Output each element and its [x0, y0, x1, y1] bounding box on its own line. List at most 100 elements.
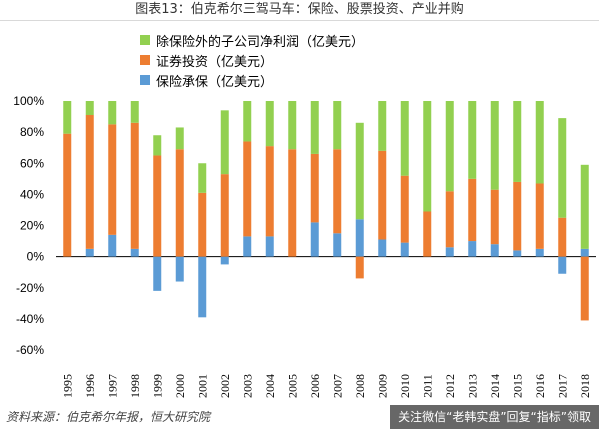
bar-segment	[63, 101, 72, 134]
bar-segment	[378, 150, 387, 240]
bar-segment	[85, 115, 94, 249]
bar-segment	[558, 256, 567, 274]
bar-segment	[333, 149, 342, 234]
bar-segment	[63, 133, 72, 257]
bar-segment	[490, 244, 499, 257]
bar-segment	[423, 101, 432, 212]
bar-segment	[355, 122, 364, 220]
legend-label: 保险承保（亿美元）	[156, 74, 274, 90]
bar-segment	[355, 256, 364, 279]
bar-segment	[445, 247, 454, 257]
bar-segment	[220, 256, 229, 265]
x-tick-label: 2004	[263, 374, 277, 398]
bar-segment	[310, 222, 319, 257]
bar-segment	[558, 217, 567, 257]
bar-segment	[378, 101, 387, 151]
legend-swatch-blue	[140, 75, 150, 85]
x-tick-label: 1997	[105, 374, 119, 398]
x-tick-label: 2018	[578, 374, 592, 398]
bar-segment	[535, 248, 544, 257]
x-tick-label: 2008	[353, 374, 367, 398]
legend-label: 除保险外的子公司净利润（亿美元）	[156, 34, 365, 50]
bar-segment	[153, 135, 162, 156]
bar-segment	[175, 256, 184, 282]
x-tick-label: 2016	[533, 374, 547, 398]
x-tick-label: 2003	[240, 374, 254, 398]
legend-item-securities: 证券投资（亿美元）	[140, 50, 364, 70]
bar-segment	[108, 124, 117, 235]
legend-item-underwriting: 保险承保（亿美元）	[140, 70, 364, 90]
x-tick-label: 2000	[173, 374, 187, 398]
y-tick-label: -20%	[16, 281, 44, 295]
bar-segment	[513, 101, 522, 182]
bar-segment	[243, 141, 252, 237]
footer: 资料来源：伯克希尔年报，恒大研究院 关注微信“老韩实盘”回复“指标”领取	[0, 405, 599, 429]
bar-segment	[333, 233, 342, 257]
bar-segment	[198, 192, 207, 257]
y-tick-label: 20%	[20, 219, 44, 233]
bar-segment	[130, 122, 139, 249]
bar-segment	[468, 101, 477, 179]
y-tick-label: 100%	[13, 94, 44, 108]
bar-segment	[580, 256, 589, 321]
bar-segment	[265, 146, 274, 237]
x-tick-label: 2011	[420, 374, 434, 398]
y-tick-label: 0%	[27, 250, 45, 264]
bar-segment	[513, 250, 522, 257]
x-tick-label: 2015	[510, 374, 524, 398]
y-tick-label: 60%	[20, 156, 44, 170]
x-tick-label: 2002	[218, 374, 232, 398]
x-tick-label: 2012	[443, 374, 457, 398]
x-tick-label: 1998	[128, 374, 142, 398]
bar-segment	[513, 181, 522, 251]
bar-segment	[468, 178, 477, 242]
bar-segment	[265, 236, 274, 257]
bar-segment	[490, 189, 499, 245]
y-tick-label: 40%	[20, 187, 44, 201]
bar-segment	[220, 110, 229, 175]
bar-segment	[288, 149, 297, 257]
bar-segment	[490, 101, 499, 190]
bar-segment	[243, 101, 252, 142]
x-tick-label: 2006	[308, 374, 322, 398]
bar-segment	[243, 236, 252, 257]
bar-segment	[400, 175, 409, 243]
bar-segment	[175, 127, 184, 150]
bar-segment	[423, 211, 432, 257]
legend-item-subsidiaries: 除保险外的子公司净利润（亿美元）	[140, 30, 364, 50]
x-tick-label: 1996	[83, 374, 97, 398]
stacked-bar-chart: 100% 80% 60% 40% 20% 0% -20% -40% -60% 1995 1996 19…	[13, 94, 596, 398]
source-note: 资料来源：伯克希尔年报，恒大研究院	[6, 410, 211, 424]
bar-segment	[558, 118, 567, 218]
bar-segment	[153, 256, 162, 291]
legend-swatch-green	[140, 35, 150, 45]
bar-segment	[400, 101, 409, 176]
x-tick-label: 2010	[398, 374, 412, 398]
chart-title: 图表13：伯克希尔三驾马车：保险、股票投资、产业并购	[0, 0, 599, 21]
x-tick-label: 2007	[330, 374, 344, 398]
bar-segment	[130, 248, 139, 257]
y-tick-label: -40%	[16, 312, 44, 326]
bar-segment	[400, 242, 409, 257]
x-tick-label: 2014	[488, 374, 502, 398]
bar-segment	[198, 163, 207, 193]
bar-segment	[198, 256, 207, 318]
bar-segment	[445, 101, 454, 192]
x-tick-label: 2017	[555, 374, 569, 398]
bar-segment	[220, 174, 229, 257]
bar-segment	[580, 248, 589, 257]
bar-segment	[108, 101, 117, 125]
x-tick-label: 2009	[375, 374, 389, 398]
bar-segment	[288, 101, 297, 150]
bar-segment	[108, 234, 117, 257]
bar-segment	[468, 241, 477, 257]
legend: 除保险外的子公司净利润（亿美元） 证券投资（亿美元） 保险承保（亿美元）	[140, 30, 364, 90]
x-tick-label: 1999	[150, 374, 164, 398]
legend-label: 证券投资（亿美元）	[156, 54, 274, 70]
y-tick-label: 80%	[20, 125, 44, 139]
bar-segment	[85, 101, 94, 116]
bar-segment	[378, 239, 387, 257]
bar-segment	[580, 164, 589, 249]
promo-banner: 关注微信“老韩实盘”回复“指标”领取	[390, 405, 599, 429]
bar-segment	[265, 101, 274, 147]
